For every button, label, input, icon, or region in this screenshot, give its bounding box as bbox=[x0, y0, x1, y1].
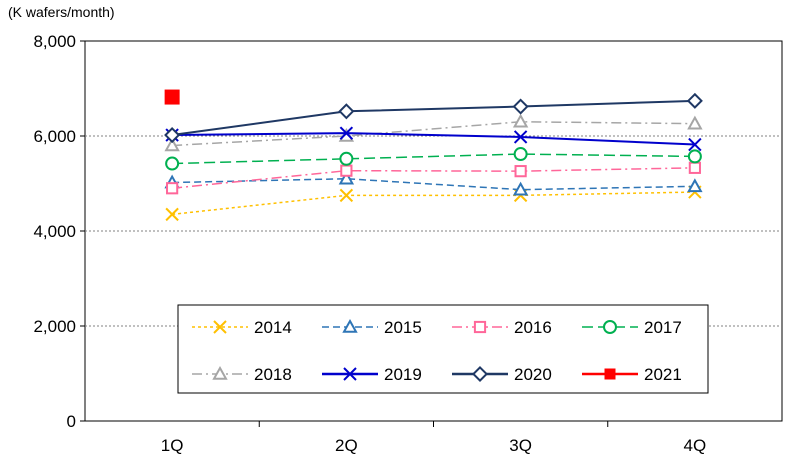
data-point bbox=[339, 188, 354, 203]
data-point bbox=[688, 137, 702, 152]
data-point bbox=[513, 130, 528, 144]
data-point bbox=[338, 170, 355, 185]
legend-marker bbox=[213, 320, 227, 334]
x-tick-label: 4Q bbox=[684, 436, 707, 455]
y-tick-label: 0 bbox=[67, 412, 76, 431]
legend-label: 2015 bbox=[384, 318, 422, 337]
x-tick-label: 3Q bbox=[509, 436, 532, 455]
data-point bbox=[513, 147, 528, 162]
legend-marker bbox=[342, 318, 358, 333]
data-point bbox=[512, 113, 529, 128]
legend-marker bbox=[603, 320, 617, 334]
legend-label: 2021 bbox=[644, 365, 682, 384]
y-tick-label: 4,000 bbox=[33, 222, 76, 241]
data-point bbox=[164, 89, 180, 105]
data-point bbox=[514, 165, 527, 178]
series-2015 bbox=[164, 170, 703, 196]
series-line bbox=[171, 99, 695, 137]
legend-item: 2019 bbox=[322, 365, 422, 384]
legend-label: 2020 bbox=[514, 365, 552, 384]
legend-label: 2019 bbox=[384, 365, 422, 384]
data-point bbox=[164, 127, 181, 144]
data-point bbox=[512, 98, 529, 115]
series-line bbox=[172, 153, 695, 165]
y-tick-label: 8,000 bbox=[33, 32, 76, 51]
data-point bbox=[338, 127, 355, 142]
data-point bbox=[166, 182, 179, 195]
legend-box bbox=[177, 304, 709, 394]
legend-item: 2016 bbox=[452, 318, 552, 337]
legend-item: 2021 bbox=[582, 365, 682, 384]
series-2014 bbox=[165, 185, 702, 222]
series-line bbox=[172, 177, 695, 191]
data-point bbox=[512, 181, 529, 196]
legend-label: 2017 bbox=[644, 318, 682, 337]
series-line bbox=[172, 132, 695, 146]
x-tick-label: 1Q bbox=[161, 436, 184, 455]
data-point bbox=[164, 137, 180, 152]
legend-item: 2017 bbox=[582, 318, 682, 337]
data-point bbox=[339, 151, 354, 166]
series-line bbox=[172, 167, 695, 189]
data-point bbox=[165, 156, 180, 171]
data-point bbox=[687, 178, 703, 193]
legend-item: 2018 bbox=[192, 365, 292, 384]
legend-item: 2014 bbox=[192, 318, 292, 337]
data-point bbox=[340, 164, 353, 177]
legend-item: 2015 bbox=[322, 318, 422, 337]
series-2016 bbox=[166, 161, 701, 195]
data-point bbox=[687, 115, 703, 130]
series-2018 bbox=[164, 113, 703, 152]
series-2020 bbox=[164, 92, 703, 144]
data-point bbox=[339, 126, 354, 140]
legend-marker bbox=[212, 365, 228, 380]
legend-label: 2016 bbox=[514, 318, 552, 337]
y-unit-label: (K wafers/month) bbox=[8, 4, 115, 20]
data-point bbox=[686, 92, 703, 109]
legend-marker bbox=[471, 365, 489, 383]
legend-marker bbox=[604, 368, 616, 380]
legend: 2014 2015 2016 2017 2018 2019 2020 2021 bbox=[177, 304, 709, 394]
series-line bbox=[172, 191, 695, 216]
series-2017 bbox=[165, 147, 702, 171]
data-point bbox=[338, 103, 355, 120]
series-2021 bbox=[164, 89, 180, 105]
series-line bbox=[172, 120, 695, 147]
y-tick-label: 2,000 bbox=[33, 317, 76, 336]
data-point bbox=[165, 207, 179, 222]
y-tick-label: 6,000 bbox=[33, 127, 76, 146]
legend-label: 2014 bbox=[254, 318, 292, 337]
legend-label: 2018 bbox=[254, 365, 292, 384]
x-tick-label: 2Q bbox=[335, 436, 358, 455]
legend-marker bbox=[473, 320, 487, 334]
data-point bbox=[688, 161, 701, 174]
legend-marker bbox=[343, 367, 357, 381]
data-point bbox=[687, 149, 702, 164]
series-2019 bbox=[165, 126, 702, 152]
legend-item: 2020 bbox=[452, 365, 552, 384]
